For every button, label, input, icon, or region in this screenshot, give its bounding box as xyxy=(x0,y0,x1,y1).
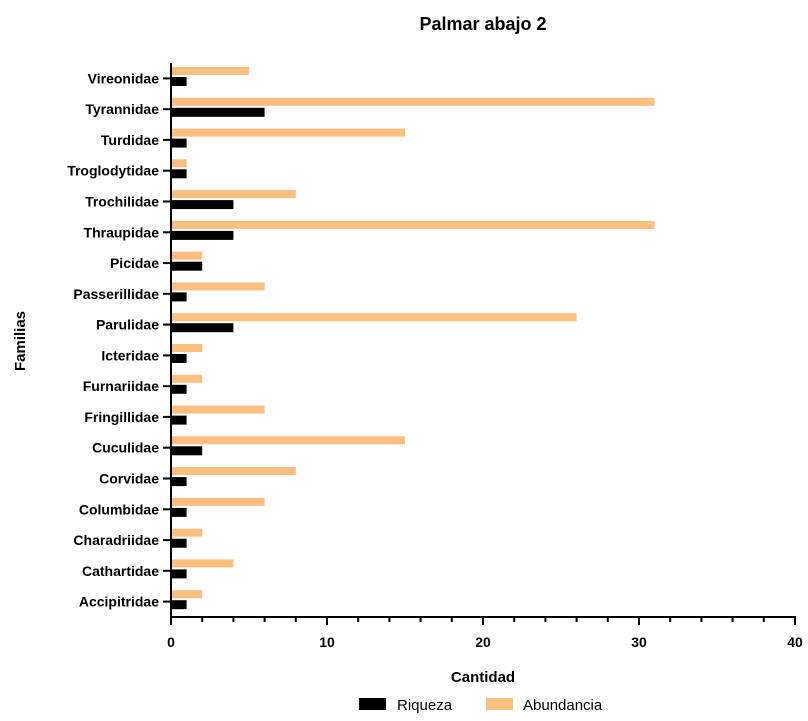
y-tick-label: Passerillidae xyxy=(73,286,159,302)
y-axis-title: Familias xyxy=(12,311,29,371)
bar-riqueza-accipitridae xyxy=(171,600,187,610)
y-tick-label: Parulidae xyxy=(96,317,159,333)
bar-riqueza-cuculidae xyxy=(171,446,203,456)
chart-title: Palmar abajo 2 xyxy=(419,14,546,34)
y-tick-label: Picidae xyxy=(110,255,159,271)
bar-riqueza-troglodytidae xyxy=(171,169,187,179)
bar-abundancia-trochilidae xyxy=(171,190,296,199)
y-tick-label: Cathartidae xyxy=(82,563,159,579)
legend-swatch-riqueza xyxy=(359,698,386,710)
axes-group xyxy=(163,63,796,625)
bar-riqueza-fringillidae xyxy=(171,415,187,425)
bar-riqueza-thraupidae xyxy=(171,230,234,240)
bar-riqueza-icteridae xyxy=(171,354,187,363)
bars-group xyxy=(171,67,655,610)
bar-abundancia-furnariidae xyxy=(171,374,203,383)
bar-riqueza-parulidae xyxy=(171,323,234,333)
bar-riqueza-picidae xyxy=(171,261,203,271)
bar-riqueza-passerillidae xyxy=(171,292,187,302)
x-tick-label: 20 xyxy=(475,634,491,650)
bar-abundancia-thraupidae xyxy=(171,220,655,229)
x-tick-label: 30 xyxy=(631,634,647,650)
y-tick-label: Thraupidae xyxy=(84,224,160,240)
bar-abundancia-passerillidae xyxy=(171,282,265,291)
x-tick-label: 10 xyxy=(319,634,335,650)
y-tick-label: Tyrannidae xyxy=(85,101,159,117)
bar-riqueza-trochilidae xyxy=(171,200,234,210)
legend: Riqueza Abundancia xyxy=(359,697,603,714)
y-tick-labels: Vireonidae Tyrannidae Turdidae Troglodytida… xyxy=(67,70,159,609)
bar-riqueza-vireonidae xyxy=(171,77,187,86)
bar-riqueza-cathartidae xyxy=(171,569,187,579)
bar-abundancia-accipitridae xyxy=(171,590,203,599)
y-tick-label: Corvidae xyxy=(99,471,159,487)
x-tick-labels: 0 10 20 30 40 xyxy=(167,634,803,650)
y-tick-label: Furnariidae xyxy=(83,378,159,394)
y-tick-label: Trochilidae xyxy=(85,194,159,210)
bar-abundancia-cathartidae xyxy=(171,559,234,568)
x-tick-label: 0 xyxy=(167,634,175,650)
legend-label-riqueza: Riqueza xyxy=(397,697,453,714)
y-tick-label: Cuculidae xyxy=(92,440,159,456)
bar-abundancia-troglodytidae xyxy=(171,159,187,168)
y-tick-label: Columbidae xyxy=(79,501,159,517)
bar-riqueza-turdidae xyxy=(171,138,187,148)
bar-abundancia-corvidae xyxy=(171,467,296,476)
bar-abundancia-icteridae xyxy=(171,344,203,352)
bar-riqueza-furnariidae xyxy=(171,384,187,394)
bar-abundancia-tyrannidae xyxy=(171,97,655,106)
bar-abundancia-cuculidae xyxy=(171,436,405,445)
bar-abundancia-fringillidae xyxy=(171,405,265,414)
x-axis-title: Cantidad xyxy=(451,669,515,686)
y-tick-label: Vireonidae xyxy=(88,70,160,86)
x-tick-label: 40 xyxy=(787,634,803,650)
bar-riqueza-columbidae xyxy=(171,507,187,517)
bar-abundancia-parulidae xyxy=(171,313,577,322)
bar-riqueza-tyrannidae xyxy=(171,107,265,117)
bar-abundancia-vireonidae xyxy=(171,67,249,75)
y-tick-label: Troglodytidae xyxy=(67,163,159,179)
bar-abundancia-turdidae xyxy=(171,128,405,137)
y-tick-label: Fringillidae xyxy=(84,409,159,425)
y-tick-label: Turdidae xyxy=(101,132,159,148)
bar-abundancia-charadriidae xyxy=(171,528,203,537)
y-tick-label: Accipitridae xyxy=(79,594,159,610)
bar-riqueza-charadriidae xyxy=(171,538,187,548)
y-tick-label: Charadriidae xyxy=(73,532,159,548)
legend-swatch-abundancia xyxy=(486,698,513,710)
legend-label-abundancia: Abundancia xyxy=(523,697,603,714)
bar-abundancia-columbidae xyxy=(171,497,265,506)
bar-abundancia-picidae xyxy=(171,251,203,260)
y-tick-label: Icteridae xyxy=(101,347,159,363)
bar-riqueza-corvidae xyxy=(171,477,187,487)
